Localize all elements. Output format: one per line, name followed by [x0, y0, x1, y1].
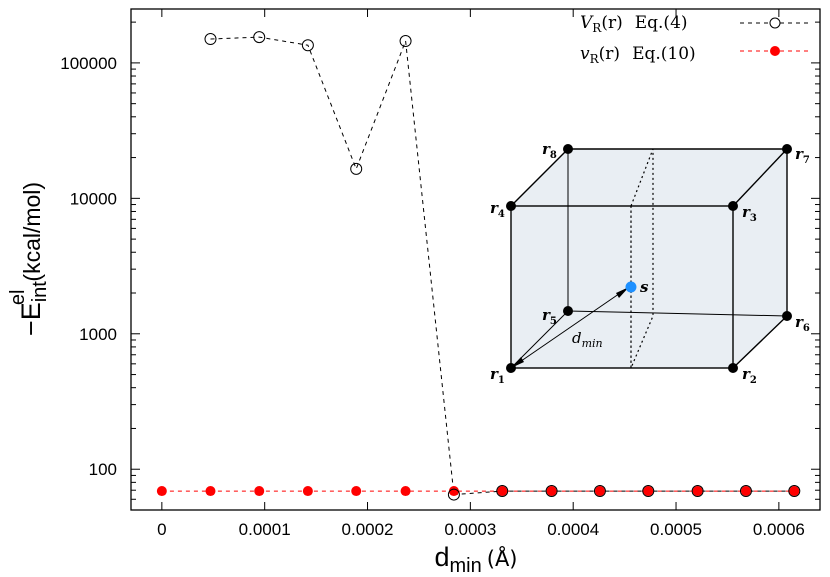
series-1-point — [692, 486, 703, 497]
inset-corner-label-5: r5 — [542, 306, 557, 327]
series-1-point — [546, 486, 557, 497]
inset-corner-2 — [728, 363, 738, 373]
inset-corner-1 — [506, 363, 516, 373]
legend-entry-1-symbol: v — [580, 44, 590, 64]
series-0-point — [447, 488, 460, 501]
series-0-point — [642, 485, 655, 498]
x-tick-label: 0.0003 — [444, 520, 496, 539]
series-1-point — [302, 486, 313, 497]
legend-entry-0-sub: R — [592, 21, 602, 35]
inset-point-s-label: s — [640, 278, 649, 296]
inset-corner-8 — [563, 144, 573, 154]
x-axis-ticks: 0 0.0001 0.0002 0.0003 0.0004 0.0005 0.0006 — [157, 9, 805, 539]
y-axis-title-unit: (kcal/mol) — [19, 182, 45, 282]
inset-corner-5 — [563, 306, 573, 316]
inset-corner-label-2: r2 — [742, 365, 757, 386]
legend-entry-0-symbol: V — [580, 13, 594, 33]
series-1-point — [740, 486, 751, 497]
legend-entry-0-arg: (r) — [601, 13, 622, 33]
series-0-point — [301, 39, 314, 52]
x-tick-label: 0.0001 — [239, 520, 291, 539]
legend-entry-1-eq: Eq.(10) — [632, 44, 696, 64]
series-0-point — [496, 485, 509, 498]
x-tick-label: 0 — [157, 520, 166, 539]
inset-corner-label-7: r7 — [795, 145, 810, 166]
legend-entry-1-marker — [770, 46, 780, 56]
y-tick-label: 10000 — [70, 189, 117, 208]
x-tick-label: 0.0006 — [753, 520, 805, 539]
series-1-point — [497, 486, 508, 497]
geometry-inset: r1 r2 r3 r4 r5 r6 r7 r8 s dmin — [490, 140, 810, 386]
inset-corner-label-6: r6 — [795, 313, 810, 334]
series-0-point — [593, 485, 606, 498]
inset-dmin-label: dmin — [572, 329, 603, 350]
inset-corner-label-1: r1 — [490, 365, 505, 386]
inset-dmin-arrow — [510, 286, 630, 369]
series-0-point — [204, 33, 217, 46]
y-axis-ticks: 100 1000 10000 100000 — [60, 21, 820, 511]
inset-dmin-sub: min — [582, 337, 603, 350]
x-axis-title-main: d — [434, 542, 449, 572]
inset-corner-label-3: r3 — [742, 203, 757, 224]
legend-entry-1-sub: R — [590, 52, 600, 66]
inset-front-face — [510, 205, 734, 369]
series-points — [156, 31, 801, 501]
series-1-point — [400, 486, 411, 497]
series-1-point — [448, 486, 459, 497]
series-0-point — [399, 35, 412, 48]
series-0-point — [545, 485, 558, 498]
x-axis-title-sub: min — [450, 555, 482, 577]
inset-dmin-main: d — [572, 329, 582, 347]
inset-edge-top-right — [732, 148, 788, 207]
inset-edge-bottom-right — [732, 315, 788, 369]
inset-corners: r1 r2 r3 r4 r5 r6 r7 r8 — [490, 140, 810, 386]
legend-entry-1-arg: (r) — [599, 44, 620, 64]
series-0-point — [253, 31, 266, 44]
y-tick-label: 100000 — [60, 54, 117, 73]
x-tick-label: 0.0005 — [650, 520, 702, 539]
x-axis-title: dmin (Å) — [434, 542, 517, 577]
series-1-point — [351, 486, 362, 497]
inset-arrowhead-end — [616, 287, 629, 298]
y-axis-title: −Eintel (kcal/mol) — [7, 182, 51, 336]
inset-corner-label-4: r4 — [490, 199, 505, 220]
y-axis-title-main: −E — [16, 302, 46, 336]
series-0-point — [739, 485, 752, 498]
inset-corner-4 — [506, 201, 516, 211]
legend-entry-1-label: vR(r) Eq.(10) — [580, 44, 696, 66]
inset-edge-top-left — [510, 148, 569, 207]
inset-corner-6 — [782, 311, 792, 321]
series-1-point — [594, 486, 605, 497]
series-1-point — [789, 486, 800, 497]
series-1-point — [254, 486, 265, 497]
inset-point-s — [625, 281, 637, 293]
inset-corner-7 — [782, 144, 792, 154]
y-tick-label: 100 — [89, 460, 117, 479]
legend-entry-0-eq: Eq.(4) — [635, 13, 688, 33]
plot-border — [130, 8, 821, 511]
x-tick-label: 0.0002 — [342, 520, 394, 539]
x-tick-label: 0.0004 — [547, 520, 599, 539]
series-1-point — [156, 486, 167, 497]
series-1-point — [205, 486, 216, 497]
plot-frame — [130, 8, 821, 511]
y-axis-title-sup: el — [7, 290, 29, 306]
series-0-point — [788, 485, 801, 498]
series-0-point — [350, 162, 363, 175]
legend-entry-0-label: VR(r) Eq.(4) — [580, 13, 688, 35]
inset-dotted-plane — [630, 148, 654, 369]
inset-corner-3 — [728, 201, 738, 211]
inset-corner-label-8: r8 — [542, 140, 557, 161]
x-axis-title-unit: (Å) — [487, 545, 518, 571]
inset-box-fill — [511, 149, 787, 368]
legend-entry-0-marker — [769, 17, 781, 29]
inset-edge-hidden-bottom — [567, 310, 788, 317]
legend: VR(r) Eq.(4) vR(r) Eq.(10) — [580, 13, 810, 66]
y-tick-label: 1000 — [79, 325, 117, 344]
series-0-point — [691, 485, 704, 498]
series-1-point — [643, 486, 654, 497]
y-axis-title-sub: int — [29, 281, 51, 303]
